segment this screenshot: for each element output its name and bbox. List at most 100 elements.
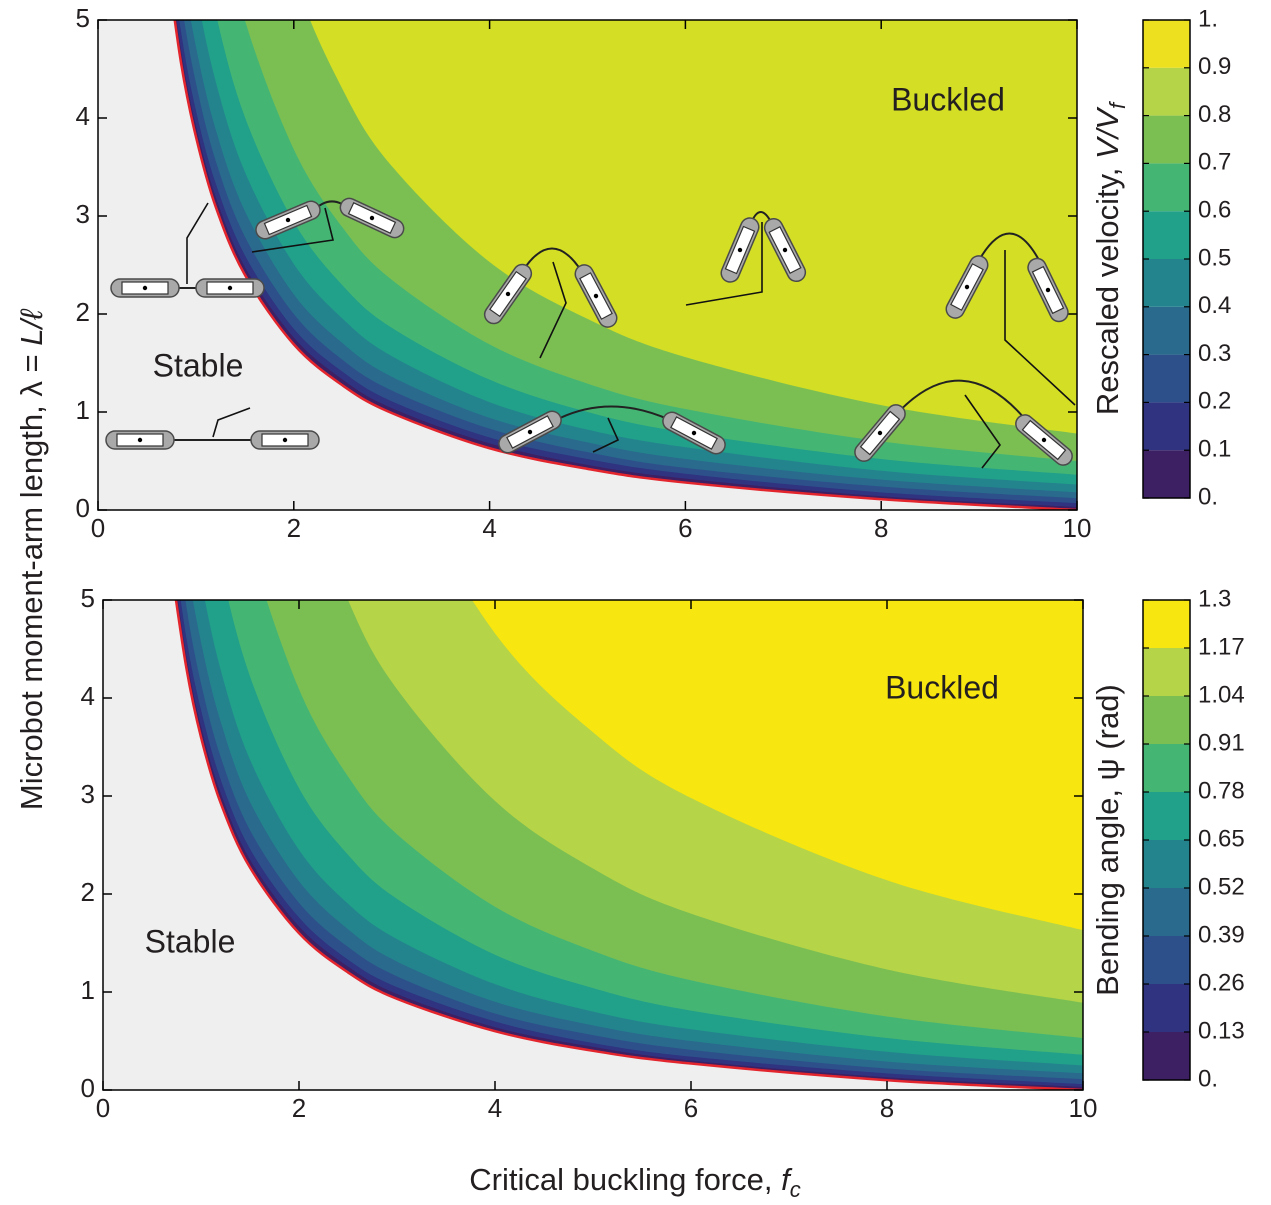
plot-frame — [97, 19, 1078, 511]
x-tick-label: 4 — [482, 513, 496, 543]
colorbar-tick-label: 0. — [1198, 483, 1218, 510]
colorbar-band — [1143, 115, 1190, 164]
colorbar-label-symbol: V/V — [1090, 106, 1125, 159]
colorbar-tick-label: 0.13 — [1198, 1017, 1245, 1044]
colorbar-label: Rescaled velocity, V/Vf — [1090, 100, 1130, 415]
pointer-line — [186, 202, 209, 284]
plot-area — [103, 600, 1083, 1090]
annotation: Buckled — [891, 81, 1005, 117]
colorbar-label: Bending angle, ψ (rad) — [1090, 684, 1125, 996]
colorbar-band — [1143, 163, 1190, 212]
y-label-text: Microbot moment-arm length, λ = — [14, 346, 49, 810]
plot-area — [98, 20, 1077, 510]
y-tick-label: 4 — [76, 101, 90, 131]
contour-plot: 0 2 4 6 8 10 0 1 2 3 4 5 Buckled Stable 0. 0.13 0.26 0.39… — [81, 583, 1245, 1123]
y-tick-label: 4 — [81, 681, 95, 711]
colorbar-tick-label: 0.5 — [1198, 244, 1231, 271]
tether — [977, 232, 1041, 263]
x-axis-label: Critical buckling force, fc — [469, 1162, 800, 1202]
microbot — [250, 430, 320, 450]
pointer-line — [685, 222, 763, 306]
x-tick-label: 8 — [880, 1093, 894, 1123]
stability-boundary — [174, 600, 1083, 1090]
x-label-subscript: c — [790, 1177, 801, 1202]
x-tick-label: 0 — [91, 513, 105, 543]
x-tick-label: 6 — [684, 1093, 698, 1123]
colorbar-tick-label: 0.65 — [1198, 825, 1245, 852]
colorbar-tick-label: 1.3 — [1198, 585, 1231, 612]
pointer-line — [539, 261, 567, 359]
colorbar-tick-label: 0.1 — [1198, 436, 1231, 463]
contour-plot: 0 2 4 6 8 10 0 1 2 3 4 5 Buckled Stable 0. 0.1 0.2 0.3 0.4… — [76, 3, 1232, 543]
y-tick-label: 5 — [81, 583, 95, 613]
pointer-line — [592, 417, 620, 453]
microbot — [195, 278, 265, 298]
plots: 0 2 4 6 8 10012345BuckledStable0.0.10.20.30.4… — [76, 3, 1245, 1123]
microbot — [105, 430, 175, 450]
colorbar-tick-label: 0.26 — [1198, 969, 1245, 996]
contour-band — [98, 20, 1077, 510]
x-tick-label: 10 — [1069, 1093, 1098, 1123]
colorbar-tick-label: 0.3 — [1198, 340, 1231, 367]
stability-boundary — [173, 20, 1077, 510]
colorbar-tick-label: 0.2 — [1198, 388, 1231, 415]
colorbar-tick-label: 0.4 — [1198, 292, 1231, 319]
colorbar-tick-label: 1.04 — [1198, 681, 1245, 708]
colorbar-band — [1143, 259, 1190, 307]
colorbar-tick-label: 0.39 — [1198, 921, 1245, 948]
tether — [521, 247, 583, 273]
colorbar-band — [1143, 792, 1190, 840]
colorbar-tick-label: 0.9 — [1198, 53, 1231, 80]
colorbar-tick-label: 0.78 — [1198, 777, 1245, 804]
annotation: Buckled — [885, 669, 999, 705]
y-tick-label: 0 — [76, 493, 90, 523]
y-label-symbol: L/ℓ — [14, 308, 49, 346]
contour-band — [103, 600, 1083, 1090]
colorbar-band — [1143, 450, 1190, 498]
colorbar-band — [1143, 936, 1190, 984]
colorbar-band — [1143, 696, 1190, 744]
annotation: Stable — [145, 923, 236, 959]
x-tick-label: 8 — [874, 513, 888, 543]
colorbar-band — [1143, 648, 1190, 696]
x-tick-label: 2 — [287, 513, 301, 543]
plot-frame — [102, 599, 1084, 1091]
colorbar-tick-label: 0.91 — [1198, 729, 1245, 756]
x-tick-label: 0 — [96, 1093, 110, 1123]
colorbar-band — [1143, 840, 1190, 888]
pointer-line — [251, 207, 334, 253]
colorbar-label-subscript: f — [1105, 100, 1130, 109]
x-tick-label: 2 — [292, 1093, 306, 1123]
colorbar-label-text: Rescaled velocity, — [1090, 159, 1125, 415]
contour-band — [103, 600, 1083, 1090]
colorbar-band — [1143, 20, 1190, 68]
pointer-line — [212, 407, 251, 438]
y-tick-label: 3 — [81, 779, 95, 809]
tether — [892, 379, 1031, 426]
x-tick-label: 4 — [488, 1093, 502, 1123]
colorbar-band — [1143, 306, 1190, 355]
y-tick-label: 2 — [81, 877, 95, 907]
microbot-illustrations — [105, 194, 1077, 470]
y-tick-label: 5 — [76, 3, 90, 33]
microbot — [110, 278, 180, 298]
colorbar-band — [1143, 402, 1190, 451]
annotation: Stable — [153, 347, 244, 383]
colorbar-tick-label: 1. — [1198, 5, 1218, 32]
colorbar-band — [1143, 600, 1190, 648]
colorbar-band — [1143, 744, 1190, 792]
colorbar-tick-label: 1.17 — [1198, 633, 1245, 660]
colorbar-tick-label: 0.52 — [1198, 873, 1245, 900]
colorbar-band — [1143, 888, 1190, 936]
y-tick-label: 1 — [76, 395, 90, 425]
colorbar-band — [1143, 67, 1190, 116]
colorbar-tick-label: 0.6 — [1198, 197, 1231, 224]
y-tick-label: 3 — [76, 199, 90, 229]
colorbar-tick-label: 0. — [1198, 1065, 1218, 1092]
x-label-text: Critical buckling force, — [469, 1162, 781, 1197]
colorbar-label-text: Bending angle, ψ (rad) — [1090, 684, 1125, 996]
colorbar-band — [1143, 211, 1190, 259]
colorbar-tick-label: 0.7 — [1198, 149, 1231, 176]
